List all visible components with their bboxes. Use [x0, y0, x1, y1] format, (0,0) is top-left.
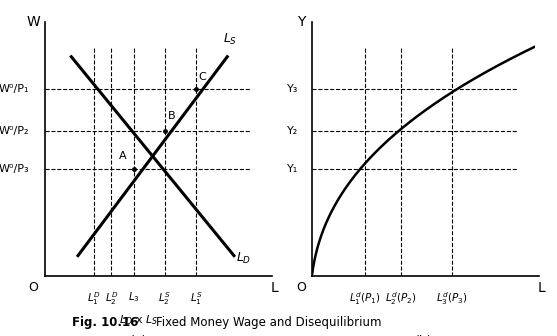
- Text: $L_S$: $L_S$: [223, 32, 237, 47]
- Text: $L^S_1$: $L^S_1$: [189, 290, 203, 307]
- Text: L: L: [538, 281, 545, 295]
- Text: O: O: [28, 282, 38, 294]
- Text: C: C: [199, 72, 207, 82]
- Text: Y₂: Y₂: [287, 126, 299, 136]
- Text: (b): (b): [414, 335, 432, 336]
- Text: $L^d_3(P_3)$: $L^d_3(P_3)$: [436, 290, 468, 307]
- Text: $L^d_2(P_2)$: $L^d_2(P_2)$: [385, 290, 417, 307]
- Text: W: W: [27, 15, 40, 29]
- Text: Fixed Money Wage and Disequilibrium: Fixed Money Wage and Disequilibrium: [156, 316, 382, 329]
- Text: $L^D_1$: $L^D_1$: [87, 290, 100, 307]
- Text: $L_D$ x $L_S$: $L_D$ x $L_S$: [119, 313, 158, 327]
- Text: $L_D$: $L_D$: [236, 251, 251, 266]
- Text: A: A: [119, 151, 126, 161]
- Text: L: L: [270, 281, 278, 295]
- Text: $L^D_2$: $L^D_2$: [105, 290, 118, 307]
- Text: Fig. 10.16: Fig. 10.16: [72, 316, 139, 329]
- Text: Y₃: Y₃: [287, 84, 299, 94]
- Text: $L^S_2$: $L^S_2$: [158, 290, 172, 307]
- Text: Y: Y: [296, 15, 305, 29]
- Text: B: B: [168, 111, 175, 121]
- Text: $L^d_1(P_1)$: $L^d_1(P_1)$: [349, 290, 382, 307]
- Text: (a): (a): [129, 335, 147, 336]
- Text: W⁰/P₁: W⁰/P₁: [0, 84, 29, 94]
- Text: $L_3$: $L_3$: [128, 290, 140, 304]
- Text: O: O: [296, 282, 306, 294]
- Text: W⁰/P₃: W⁰/P₃: [0, 164, 29, 174]
- Text: Y₁: Y₁: [287, 164, 299, 174]
- Text: W⁰/P₂: W⁰/P₂: [0, 126, 29, 136]
